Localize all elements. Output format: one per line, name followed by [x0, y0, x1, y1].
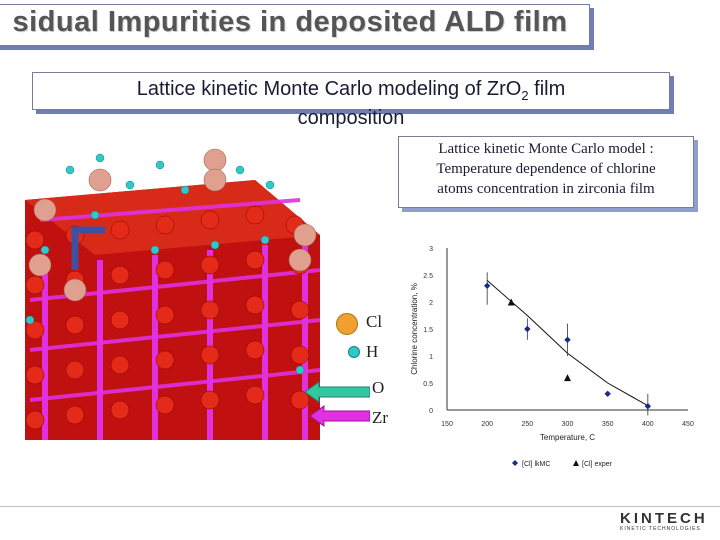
legend-zr-arrow [310, 405, 370, 427]
diamond-point [564, 336, 571, 343]
y-tick-label: 0.5 [423, 381, 433, 388]
legend-series-1: [Cl] lkMC [522, 461, 550, 468]
y-tick-label: 1.5 [423, 327, 433, 334]
legend-cl-label: Cl [366, 312, 383, 331]
model-line-3: atoms concentration in zirconia film [437, 181, 655, 197]
x-tick-label: 250 [521, 421, 533, 428]
diamond-point [604, 390, 611, 397]
lattice-illustration [25, 148, 321, 440]
y-tick-label: 0 [429, 408, 433, 415]
x-tick-label: 450 [682, 421, 694, 428]
y-tick-label: 3 [429, 246, 433, 253]
logo-text: KINTECH [620, 510, 708, 527]
y-tick-label: 2 [429, 300, 433, 307]
logo-tagline: KINETIC TECHNOLOGIES [620, 526, 701, 532]
legend-o-label: O [372, 378, 385, 397]
legend-o-arrow [305, 381, 370, 403]
y-axis-label: Chlorine concentration, % [410, 283, 419, 375]
lattice-block [25, 148, 321, 440]
chlorine-atoms [28, 148, 317, 302]
legend-diamond-marker [512, 460, 518, 466]
x-tick-label: 300 [562, 421, 574, 428]
page-title: sidual Impurities in deposited ALD film [12, 6, 568, 38]
x-axis-label: Temperature, C [540, 433, 595, 442]
model-line-2: Temperature dependence of chlorine [436, 161, 656, 177]
triangle-point [564, 374, 571, 382]
y-tick-label: 1 [429, 354, 433, 361]
chlorine-chart: 150 200 250 300 350 400 450 0 0.5 1 1.5 2 2.5 3 Temper… [410, 246, 694, 468]
legend-triangle-marker [573, 460, 579, 466]
legend-h-label: H [366, 342, 379, 361]
footer-divider [0, 506, 720, 507]
diamond-point [483, 282, 491, 289]
model-description: Lattice kinetic Monte Carlo model : Temp… [398, 139, 694, 199]
diamond-point [524, 325, 531, 333]
legend-h-marker [348, 346, 360, 358]
x-tick-label: 200 [481, 421, 493, 428]
x-tick-label: 350 [602, 421, 614, 428]
subtitle-box [32, 72, 670, 110]
x-tick-label: 400 [642, 421, 654, 428]
subtitle-suffix: film [528, 78, 566, 100]
x-tick-label: 150 [441, 421, 453, 428]
y-tick-label: 2.5 [423, 273, 433, 280]
kintech-logo: KINTECH KINETIC TECHNOLOGIES [620, 510, 718, 538]
legend-cl-marker [336, 313, 358, 335]
subtitle-subscript: 2 [521, 88, 529, 103]
subtitle-oxygen: O [505, 78, 522, 100]
subtitle-prefix: Lattice kinetic Monte Carlo modeling of … [136, 78, 506, 100]
subtitle-line-2: composition [297, 107, 405, 129]
triangle-point [507, 298, 515, 306]
subtitle-line-1: Lattice kinetic Monte Carlo modeling of … [32, 78, 670, 103]
bracket-marker [71, 226, 105, 270]
title-box [0, 4, 590, 46]
legend-series-2: [Cl] exper [582, 461, 613, 468]
model-description-box [398, 136, 694, 208]
hydrogen-atoms [25, 153, 305, 375]
legend-zr-label: Zr [372, 408, 389, 427]
model-line-1: Lattice kinetic Monte Carlo model : [438, 141, 654, 157]
